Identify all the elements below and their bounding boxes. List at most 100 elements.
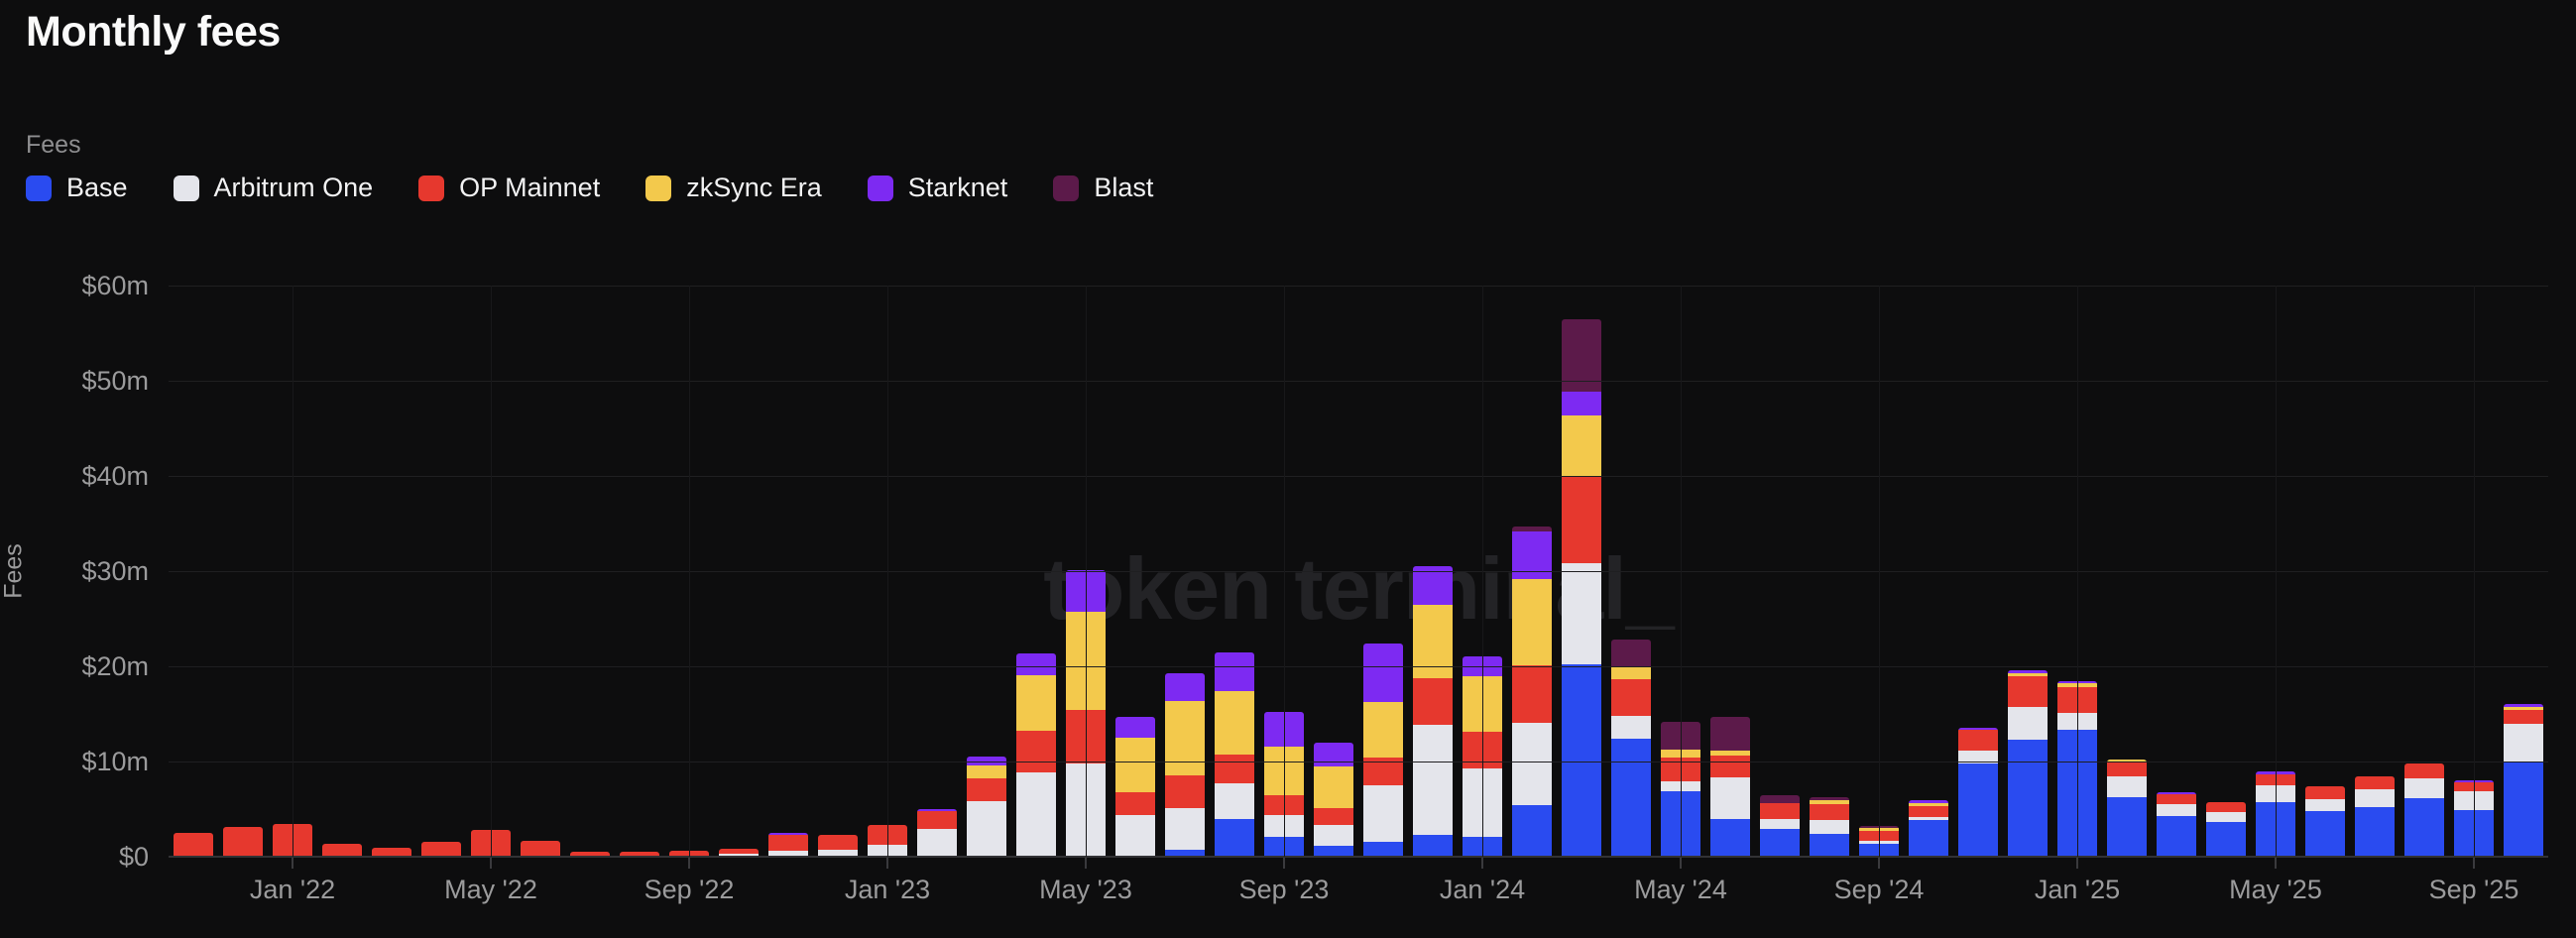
bar-mar24[interactable] — [1562, 318, 1601, 856]
legend-swatch-icon — [1053, 175, 1080, 201]
bar-apr23[interactable] — [1016, 653, 1056, 856]
bar-aug22[interactable] — [620, 852, 659, 856]
zksync-era-segment — [1215, 691, 1254, 756]
op-mainnet-segment — [2355, 775, 2395, 790]
bar-feb24[interactable] — [1512, 527, 1552, 856]
vertical-gridline — [2473, 286, 2475, 857]
x-tick-label: Jan '24 — [1439, 875, 1526, 904]
legend-item-starknet[interactable]: Starknet — [867, 173, 1007, 203]
y-tick-label: $10m — [81, 747, 149, 776]
legend-swatch-icon — [418, 175, 445, 201]
bar-slot-aug23 — [1210, 286, 1259, 856]
bar-nov21[interactable] — [174, 832, 213, 856]
legend-item-label: Blast — [1094, 173, 1154, 202]
bar-nov24[interactable] — [1958, 727, 1998, 856]
bar-oct23[interactable] — [1314, 743, 1353, 856]
bar-nov23[interactable] — [1363, 643, 1403, 856]
x-tick-mark — [1878, 858, 1880, 869]
arbitrum-one-segment — [1413, 724, 1453, 835]
bar-apr22[interactable] — [421, 841, 461, 856]
bar-aug23[interactable] — [1215, 652, 1254, 856]
arbitrum-one-segment — [1314, 824, 1353, 846]
bar-apr25[interactable] — [2206, 802, 2246, 856]
bar-jul22[interactable] — [570, 851, 610, 856]
arbitrum-one-segment — [1810, 819, 1849, 835]
bar-slot-aug22 — [615, 286, 664, 856]
op-mainnet-segment — [1413, 678, 1453, 725]
arbitrum-one-segment — [2157, 804, 2196, 816]
x-tick-mark — [688, 858, 690, 869]
bar-slot-jul22 — [565, 286, 615, 856]
legend-item-arbitrum-one[interactable]: Arbitrum One — [173, 173, 373, 203]
bar-oct25[interactable] — [2504, 704, 2543, 856]
bar-dec23[interactable] — [1413, 566, 1453, 856]
bar-may23[interactable] — [1066, 569, 1106, 856]
arbitrum-one-segment — [1512, 722, 1552, 806]
bar-slot-feb25 — [2102, 286, 2152, 856]
starknet-segment — [1016, 653, 1056, 675]
bar-jul24[interactable] — [1760, 794, 1800, 856]
arbitrum-one-segment — [1115, 814, 1155, 856]
bar-jun22[interactable] — [521, 840, 560, 856]
vertical-gridline — [1085, 286, 1087, 857]
bar-mar23[interactable] — [967, 757, 1006, 856]
bar-dec22[interactable] — [818, 834, 858, 856]
bar-dec24[interactable] — [2008, 669, 2048, 856]
legend-item-zksync-era[interactable]: zkSync Era — [645, 173, 822, 203]
op-mainnet-segment — [1115, 792, 1155, 815]
blast-segment — [1562, 318, 1601, 392]
bar-mar25[interactable] — [2157, 791, 2196, 856]
bar-slot-apr25 — [2201, 286, 2251, 856]
vertical-gridline — [2275, 286, 2277, 857]
bar-jun24[interactable] — [1710, 716, 1750, 856]
op-mainnet-segment — [2206, 802, 2246, 812]
zksync-era-segment — [1611, 666, 1651, 679]
y-tick-label: $50m — [81, 366, 149, 396]
bar-dec21[interactable] — [223, 827, 263, 856]
arbitrum-one-segment — [1909, 817, 1948, 820]
bar-jun25[interactable] — [2305, 786, 2345, 856]
x-tick-label: May '23 — [1039, 875, 1132, 904]
legend-item-op-mainnet[interactable]: OP Mainnet — [418, 173, 600, 203]
base-segment — [1611, 738, 1651, 856]
bar-slot-nov21 — [169, 286, 218, 856]
zksync-era-segment — [1016, 674, 1056, 731]
legend-item-blast[interactable]: Blast — [1053, 173, 1153, 203]
legend-item-label: Base — [66, 173, 128, 202]
bar-aug24[interactable] — [1810, 797, 1849, 856]
bar-feb22[interactable] — [322, 844, 362, 856]
bar-nov22[interactable] — [768, 832, 808, 856]
legend-swatch-icon — [173, 175, 199, 201]
bar-aug25[interactable] — [2404, 763, 2444, 856]
arbitrum-one-segment — [768, 851, 808, 856]
op-mainnet-segment — [1760, 802, 1800, 820]
op-mainnet-segment — [2008, 675, 2048, 708]
x-tick-mark — [886, 858, 888, 869]
bar-slot-dec21 — [218, 286, 268, 856]
bar-jul23[interactable] — [1165, 673, 1205, 856]
y-tick-label: $60m — [81, 271, 149, 300]
op-mainnet-segment — [1165, 774, 1205, 808]
bar-feb23[interactable] — [917, 808, 957, 856]
arbitrum-one-segment — [1562, 563, 1601, 665]
op-mainnet-segment — [1562, 475, 1601, 564]
bar-apr24[interactable] — [1611, 640, 1651, 856]
bar-oct22[interactable] — [719, 848, 759, 856]
bar-slot-nov22 — [763, 286, 813, 856]
arbitrum-one-segment — [2206, 811, 2246, 823]
op-mainnet-segment — [2404, 763, 2444, 778]
bar-feb25[interactable] — [2107, 759, 2147, 856]
bar-jun23[interactable] — [1115, 716, 1155, 856]
x-tick-label: Sep '25 — [2428, 875, 2519, 904]
bar-mar22[interactable] — [372, 847, 411, 856]
base-segment — [1958, 763, 1998, 856]
bar-oct24[interactable] — [1909, 800, 1948, 856]
x-tick-label: Jan '22 — [249, 875, 336, 904]
base-segment — [1512, 805, 1552, 856]
starknet-segment — [1909, 800, 1948, 803]
legend-item-base[interactable]: Base — [26, 173, 128, 203]
bar-slot-mar24 — [1557, 286, 1606, 856]
x-tick-mark — [1481, 858, 1483, 869]
bar-jul25[interactable] — [2355, 775, 2395, 856]
